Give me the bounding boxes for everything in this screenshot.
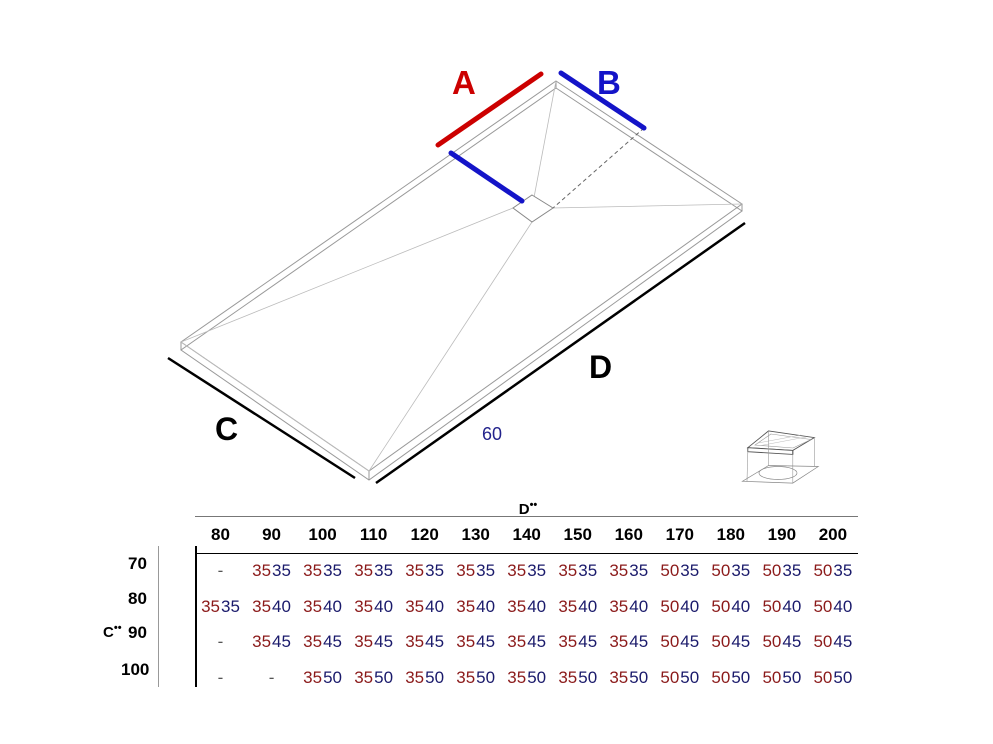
svg-text:C: C [215, 411, 238, 447]
svg-text:60: 60 [482, 424, 502, 444]
svg-text:D: D [589, 349, 612, 385]
svg-text:A: A [452, 64, 476, 101]
svg-text:B: B [597, 64, 621, 101]
